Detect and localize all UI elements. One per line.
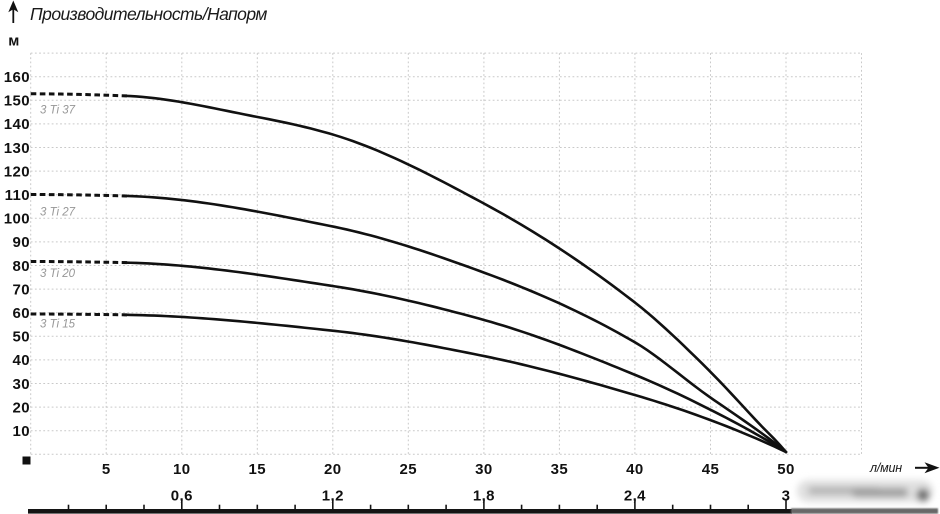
svg-text:160: 160 [4,69,30,86]
svg-text:60: 60 [13,305,31,322]
svg-text:10: 10 [13,423,31,440]
svg-text:20: 20 [13,399,31,416]
svg-text:3: 3 [782,488,791,505]
svg-text:90: 90 [13,234,31,251]
svg-text:40: 40 [13,352,31,369]
svg-text:40: 40 [626,461,644,478]
svg-text:20: 20 [324,461,342,478]
svg-text:30: 30 [13,376,31,393]
svg-text:150: 150 [4,93,30,110]
svg-text:15: 15 [249,461,267,478]
svg-text:110: 110 [5,187,30,204]
svg-text:35: 35 [551,461,569,478]
svg-text:м: м [8,33,19,50]
svg-text:5: 5 [102,461,111,478]
svg-text:70: 70 [13,281,31,298]
svg-text:Производительность/Напорм: Производительность/Напорм [30,4,267,24]
svg-text:3 Ti 27: 3 Ti 27 [40,207,76,219]
svg-text:10: 10 [173,461,191,478]
svg-text:25: 25 [400,461,418,478]
svg-text:140: 140 [4,116,30,133]
svg-text:3 Ti 15: 3 Ti 15 [40,319,76,331]
svg-text:50: 50 [777,461,795,478]
svg-text:50: 50 [13,329,31,346]
svg-text:1,2: 1,2 [322,488,344,505]
svg-text:1,8: 1,8 [473,488,495,505]
svg-text:0,6: 0,6 [171,488,193,505]
svg-text:30: 30 [475,461,493,478]
svg-text:2,4: 2,4 [624,488,646,505]
svg-text:100: 100 [4,211,30,228]
svg-text:3 Ti 20: 3 Ti 20 [40,268,76,280]
svg-text:3 Ti 37: 3 Ti 37 [40,105,76,117]
svg-text:80: 80 [13,258,31,275]
svg-text:130: 130 [4,140,30,157]
svg-text:45: 45 [702,461,720,478]
svg-text:120: 120 [4,163,30,180]
svg-text:л/мин: л/мин [869,461,902,475]
